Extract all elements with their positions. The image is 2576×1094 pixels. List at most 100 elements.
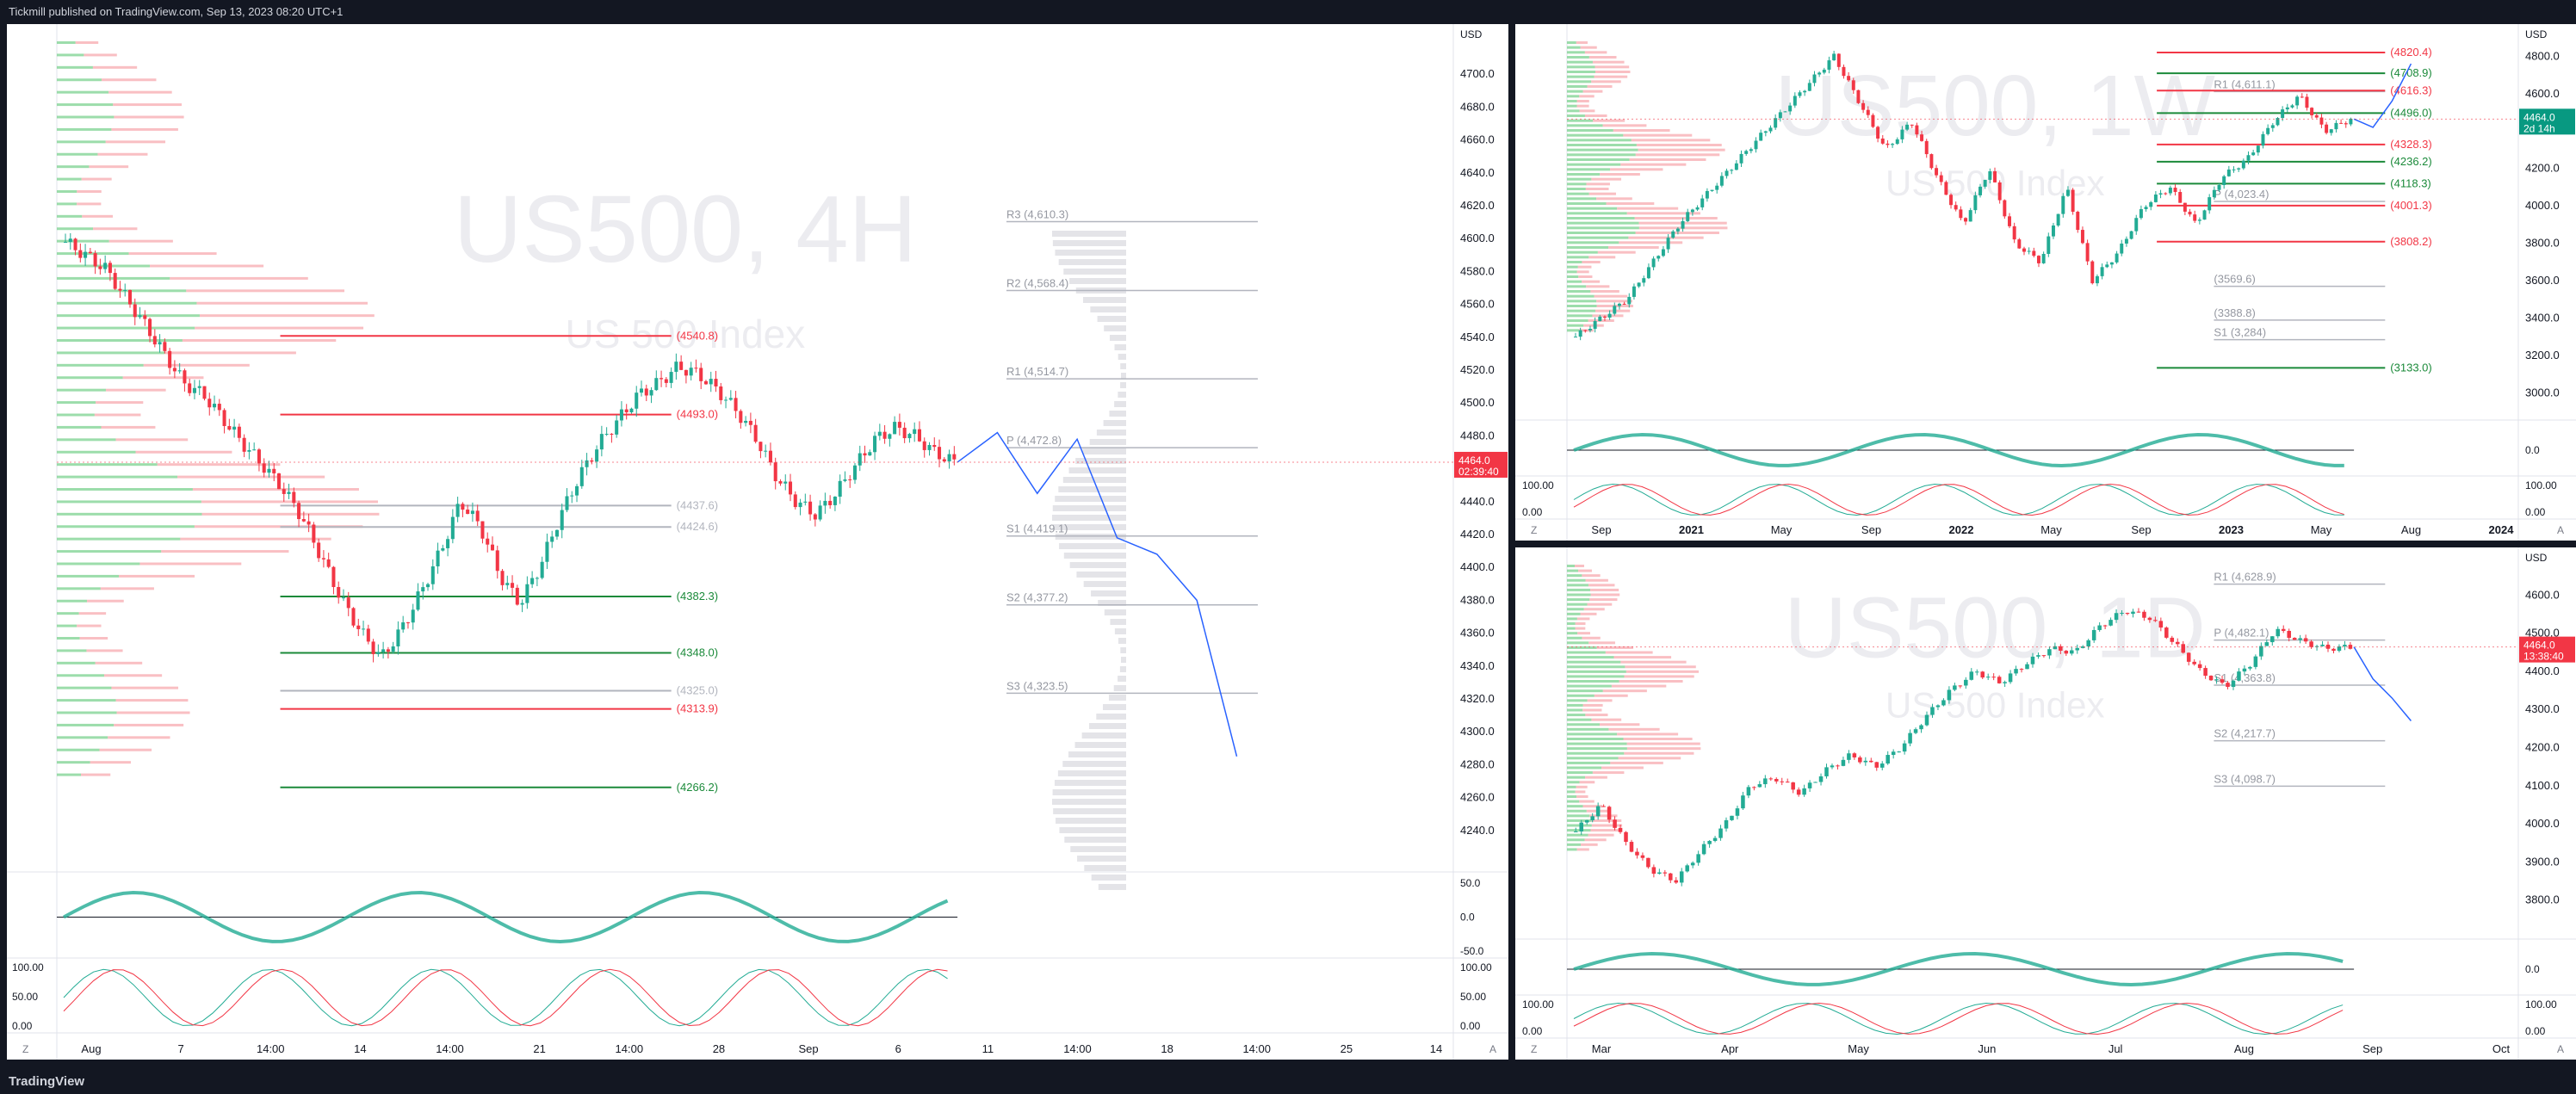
last-price-tag (2519, 108, 2575, 135)
price-tick-label: 4520.0 (1460, 363, 1495, 376)
level-label: (4328.3) (2390, 138, 2431, 151)
candles (1574, 50, 2353, 341)
time-tick-label: Sep (798, 1042, 818, 1055)
stoch-tick-left: 50.00 (12, 991, 38, 1003)
price-tick-label: 3800.0 (2525, 237, 2560, 250)
price-tick-label: 4400.0 (1460, 560, 1495, 573)
price-axis[interactable]: 4800.04600.04400.04200.04000.03800.03600… (2525, 28, 2560, 399)
stoch-tick-right: 0.00 (2525, 1025, 2546, 1037)
projection-arrow[interactable] (2353, 646, 2412, 721)
time-tick-label: May (2311, 523, 2332, 536)
pivot-label: S2 (4,377.2) (1006, 591, 1068, 604)
chart-panel-1d[interactable]: US500, 1D US 500 Index R1 (4,628.9) P (4,48… (1515, 547, 2576, 1060)
session-volume-histogram (1052, 231, 1126, 890)
last-price-tag (2519, 636, 2575, 663)
auto-scale-button[interactable]: A (2557, 524, 2564, 536)
pivot-label: P (4,472.8) (1006, 434, 1062, 447)
pivot-label: R1 (4,611.1) (2214, 77, 2275, 90)
time-axis[interactable]: Mar Apr May Jun Jul Aug Sep Oct (1592, 1042, 2511, 1055)
time-tick-label: 25 (1341, 1042, 1353, 1055)
price-tick-label: 4640.0 (1460, 166, 1495, 179)
stoch-tick-right: 100.00 (2525, 998, 2557, 1011)
price-tick-label: 4620.0 (1460, 199, 1495, 212)
chart-panel-1w[interactable]: US500, 1W US 500 Index R1 (4,611.1) P (4,02… (1515, 24, 2576, 541)
time-tick-label: 14:00 (436, 1042, 464, 1055)
pivot-label: S3 (4,098.7) (2214, 772, 2276, 785)
time-tick-label: Jul (2108, 1042, 2123, 1055)
currency-label: USD (2525, 552, 2548, 564)
stoch-tick-left: 0.00 (1522, 506, 1543, 518)
stoch-tick-left: 100.00 (12, 961, 44, 973)
oscillator-tick: -50.0 (1460, 945, 1484, 957)
level-label: (4382.3) (677, 590, 718, 603)
zoom-toggle-button[interactable]: Z (1531, 1043, 1537, 1055)
price-tick-label: 3400.0 (2525, 311, 2560, 324)
price-tick-label: 3600.0 (2525, 274, 2560, 287)
projection-arrow[interactable] (2353, 63, 2412, 128)
time-axis[interactable]: Aug 7 14:00 14 14:00 21 14:00 28 Sep 6 11 14:00 18 14… (81, 1042, 1442, 1055)
watermark-symbol: US500, 4H (454, 176, 917, 282)
price-tick-label: 3900.0 (2525, 855, 2560, 868)
level-label: (4708.9) (2390, 66, 2431, 79)
volume-profile (1567, 565, 1701, 851)
level-label: (3808.2) (2390, 235, 2431, 248)
level-label: (4496.0) (2390, 106, 2431, 119)
tradingview-logo: TradingView (9, 1074, 85, 1089)
price-axis[interactable]: 4700.0 4680.0 4660.0 4640.0 4620.0 4600.0 4580… (1460, 28, 1495, 837)
time-tick-label: Apr (1721, 1042, 1739, 1055)
zoom-toggle-button[interactable]: Z (1531, 524, 1537, 536)
bar-countdown: 2d 14h (2523, 122, 2555, 134)
price-tick-label: 4500.0 (2525, 627, 2560, 640)
time-tick-label: 14:00 (1063, 1042, 1092, 1055)
price-tick-label: 4580.0 (1460, 264, 1495, 277)
price-tick-label: 4560.0 (1460, 298, 1495, 311)
stoch-tick-right: 100.00 (2525, 479, 2557, 491)
zoom-toggle-button[interactable]: Z (22, 1043, 28, 1055)
time-axis[interactable]: Sep 2021 May Sep 2022 May Sep 2023 May Aug 2024 (1591, 523, 2514, 536)
price-tick-label: 4420.0 (1460, 528, 1495, 541)
price-tick-label: 4660.0 (1460, 133, 1495, 146)
level-label: (4437.6) (677, 498, 718, 511)
publisher-text: Tickmill published on TradingView.com, S… (9, 5, 344, 18)
price-tick-label: 4240.0 (1460, 824, 1495, 837)
oscillator-pane: 50.0 0.0 -50.0 (57, 877, 1484, 957)
pivot-label: R3 (4,610.3) (1006, 208, 1068, 221)
price-tick-label: 4100.0 (2525, 779, 2560, 792)
level-label: (4001.3) (2390, 199, 2431, 212)
bar-countdown: 13:38:40 (2523, 651, 2564, 663)
price-tick-label: 4600.0 (2525, 588, 2560, 601)
time-tick-label: Sep (1861, 523, 1881, 536)
time-tick-label: 21 (533, 1042, 545, 1055)
price-tick-label: 4300.0 (2525, 702, 2560, 715)
volume-profile (1567, 41, 1728, 332)
bar-countdown: 02:39:40 (1458, 466, 1499, 478)
time-tick-label: 7 (178, 1042, 184, 1055)
last-price-tag (1454, 451, 1508, 478)
chart-panel-4h[interactable]: US500, 4H US 500 Index R3 (4,610.3) R2 (4,5… (7, 24, 1508, 1060)
time-tick-label: 14 (354, 1042, 366, 1055)
projection-arrow[interactable] (957, 431, 1238, 757)
price-tick-label: 4400.0 (2525, 664, 2560, 677)
auto-scale-button[interactable]: A (1489, 1043, 1496, 1055)
level-label: (4616.3) (2390, 83, 2431, 96)
pivot-label: P (4,023.4) (2214, 188, 2269, 201)
price-tick-label: 4340.0 (1460, 659, 1495, 672)
candles (64, 232, 957, 663)
stoch-tick-left: 0.00 (1522, 1025, 1543, 1037)
pivot-label: R1 (4,628.9) (2214, 571, 2276, 584)
time-tick-label: 28 (713, 1042, 725, 1055)
time-tick-label: 14 (1430, 1042, 1442, 1055)
price-axis[interactable]: 4600.0 4500.0 4400.0 4300.0 4200.0 4100.0 4000… (2525, 552, 2560, 906)
level-label: (4266.2) (677, 781, 718, 794)
time-tick-label: 14:00 (616, 1042, 644, 1055)
price-tick-label: 4260.0 (1460, 791, 1495, 804)
last-price-value: 4464.0 (2523, 640, 2555, 652)
level-label: (4424.6) (677, 520, 718, 533)
auto-scale-button[interactable]: A (2557, 1043, 2564, 1055)
pivot-label: P (4,482.1) (2214, 627, 2269, 640)
time-tick-label: 2024 (2489, 523, 2515, 536)
time-tick-label: 11 (982, 1042, 994, 1055)
price-tick-label: 4380.0 (1460, 593, 1495, 606)
price-tick-label: 4000.0 (2525, 199, 2560, 212)
level-label: (4540.8) (677, 329, 718, 342)
